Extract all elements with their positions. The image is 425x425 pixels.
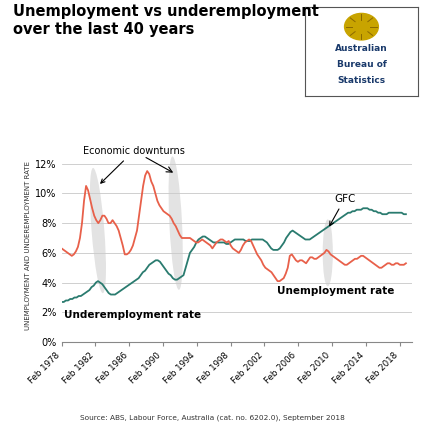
- Y-axis label: UNEMPLOYMENT AND UNDEREMPLOYMENT RATE: UNEMPLOYMENT AND UNDEREMPLOYMENT RATE: [25, 161, 31, 330]
- Ellipse shape: [323, 219, 333, 286]
- Circle shape: [345, 14, 378, 40]
- Text: Economic downturns: Economic downturns: [82, 146, 184, 183]
- Text: Unemployment vs underemployment
over the last 40 years: Unemployment vs underemployment over the…: [13, 4, 319, 37]
- Text: Source: ABS, Labour Force, Australia (cat. no. 6202.0), September 2018: Source: ABS, Labour Force, Australia (ca…: [80, 414, 345, 421]
- Text: Bureau of: Bureau of: [337, 60, 386, 69]
- Text: GFC: GFC: [330, 194, 355, 226]
- Text: Unemployment rate: Unemployment rate: [277, 286, 394, 296]
- Text: Australian: Australian: [335, 44, 388, 53]
- Ellipse shape: [169, 156, 183, 290]
- Ellipse shape: [90, 168, 106, 293]
- Text: Underemployment rate: Underemployment rate: [64, 310, 201, 320]
- Text: Statistics: Statistics: [337, 76, 385, 85]
